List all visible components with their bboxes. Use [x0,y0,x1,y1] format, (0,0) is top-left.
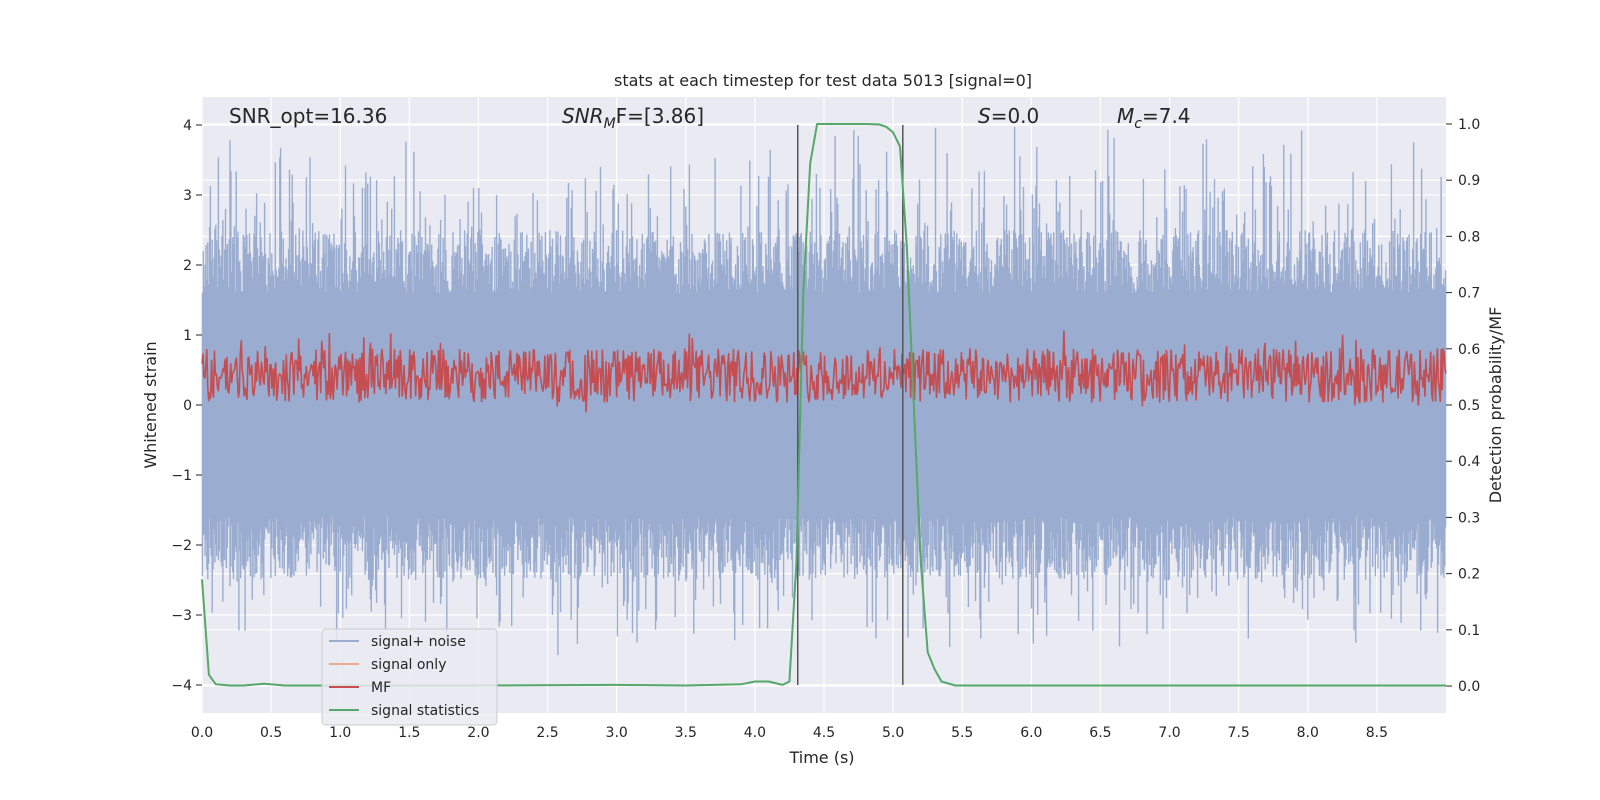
legend: signal+ noise signal only MF signal stat… [321,628,498,726]
x-tick-label: 2.0 [467,725,489,741]
legend-label-signal-statistics: signal statistics [371,703,479,719]
y2-tick-label: 0.8 [1458,229,1480,245]
axes: 0.0 0.5 1.0 1.5 2.0 2.5 3.0 3.5 4.0 4.5 5.0 5.5 6.0 6… [171,117,1480,741]
y-tick-label: −1 [171,468,192,484]
annotation-s-value: =0.0 [991,104,1040,128]
annotation-snr-mf-sub: M [604,116,616,132]
x-tick-label: 7.5 [1228,725,1250,741]
y2-axis-label: Detection probability/MF [1486,307,1505,504]
y2-tick-label: 0.5 [1458,398,1480,414]
y-tick-label: 3 [183,188,192,204]
annotation-mc-value: =7.4 [1142,104,1191,128]
y2-tick-label: 0.2 [1458,567,1480,583]
x-tick-label: 8.5 [1366,725,1388,741]
x-tick-label: 1.5 [398,725,420,741]
x-axis-label: Time (s) [788,748,854,767]
y2-tick-label: 0.6 [1458,342,1480,358]
annotation-snr-mf-rest: F=[3.86] [616,104,704,128]
annotation-mc-sub: c [1134,116,1142,132]
vertical-markers [796,125,904,685]
y-tick-label: −4 [171,678,192,694]
annotation-mc-symbol: M [1117,104,1134,128]
legend-label-signal-only: signal only [371,657,446,673]
x-tick-label: 6.0 [1020,725,1042,741]
y2-tick-label: 0.3 [1458,510,1480,526]
mf-line [201,330,1447,413]
annotation-snr-mf: SNRMF=[3.86] [562,104,704,132]
y-tick-label: 1 [183,328,192,344]
x-tick-label: 5.0 [882,725,904,741]
y-tick-label: 2 [183,258,192,274]
legend-label-mf: MF [371,680,391,696]
annotation-s: S=0.0 [978,104,1039,128]
annotation-snr-mf-base: SNR [562,104,604,128]
y-axis-label: Whitened strain [141,341,160,468]
signal-statistics-line [201,123,1446,687]
series-mf [201,330,1447,413]
y2-tick-label: 0.0 [1458,679,1480,695]
x-tick-label: 1.0 [329,725,351,741]
x-tick-label: 4.5 [813,725,835,741]
x-tick-label: 3.0 [606,725,628,741]
y-tick-label: −2 [171,538,192,554]
y2-tick-label: 0.9 [1458,173,1480,189]
x-tick-label: 2.5 [536,725,558,741]
chart-title: stats at each timestep for test data 501… [614,71,1032,90]
series-signal-statistics [201,123,1446,687]
noise-negative-spikes [201,405,1447,656]
x-tick-label: 3.5 [675,725,697,741]
annotation-s-symbol: S [978,104,991,128]
x-tick-label: 4.0 [744,725,766,741]
legend-label-signal-noise: signal+ noise [371,634,466,650]
y-tick-label: 4 [183,118,192,134]
x-tick-label: 8.0 [1297,725,1319,741]
x-tick-label: 0.0 [191,725,213,741]
noise-positive-spikes [201,126,1447,405]
y2-tick-label: 0.7 [1458,286,1480,302]
x-tick-label: 0.5 [260,725,282,741]
annotation-mc: Mc=7.4 [1117,104,1191,132]
series-signal-noise [201,126,1447,656]
y2-tick-label: 0.4 [1458,454,1480,470]
y-tick-label: −3 [171,608,192,624]
y2-tick-label: 0.1 [1458,623,1480,639]
x-tick-label: 6.5 [1089,725,1111,741]
y-tick-label: 0 [183,398,192,414]
x-tick-label: 7.0 [1158,725,1180,741]
x-tick-label: 5.5 [951,725,973,741]
annotation-snr-opt: SNR_opt=16.36 [229,104,387,128]
y2-tick-label: 1.0 [1458,117,1480,133]
legend-box [321,628,498,726]
